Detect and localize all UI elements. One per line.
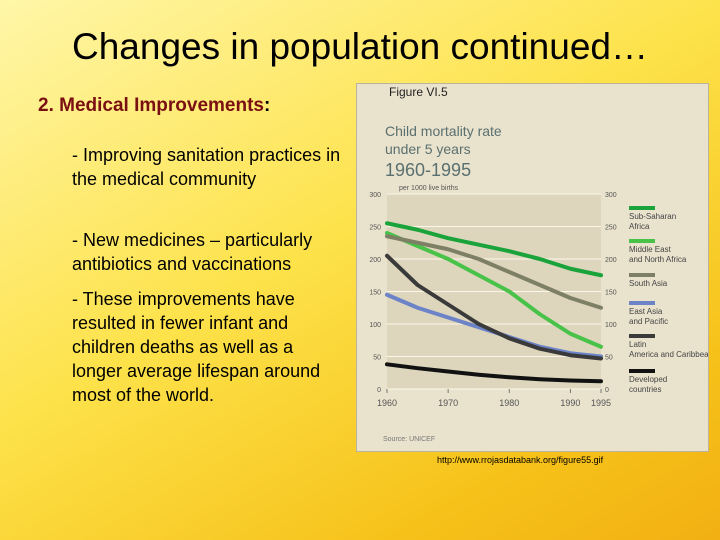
right-tick-label: 150 bbox=[605, 290, 617, 297]
chart-figure: Figure VI.5 Child mortality rate under 5… bbox=[356, 83, 709, 452]
y-tick-label: 0 bbox=[377, 387, 381, 394]
right-tick-label: 300 bbox=[605, 192, 617, 199]
series-line-0 bbox=[385, 221, 603, 278]
section-heading-colon: : bbox=[263, 95, 271, 116]
bullet-sanitation: - Improving sanitation practices in the … bbox=[72, 145, 341, 189]
legend-swatch bbox=[629, 334, 655, 338]
chart-source: Source: UNICEF bbox=[383, 436, 435, 443]
x-tick-label: 1970 bbox=[438, 398, 458, 408]
legend-swatch bbox=[629, 301, 655, 305]
y-tick-label: 200 bbox=[369, 257, 381, 264]
section-heading: 2. Medical Improvements: bbox=[38, 95, 270, 117]
series-line-1 bbox=[385, 231, 603, 349]
right-tick-label: 250 bbox=[605, 225, 617, 232]
series-line-4 bbox=[385, 253, 603, 361]
chart-title: Child mortality rate bbox=[385, 123, 502, 139]
x-tick-label: 1990 bbox=[560, 398, 580, 408]
series-line-5 bbox=[385, 362, 603, 384]
x-tick-label: 1980 bbox=[499, 398, 519, 408]
legend-swatch bbox=[629, 206, 655, 210]
section-heading-text: 2. Medical Improvements bbox=[38, 95, 264, 116]
child-mortality-chart: Figure VI.5 Child mortality rate under 5… bbox=[369, 85, 708, 443]
y-tick-label: 300 bbox=[369, 192, 381, 199]
right-tick-label: 0 bbox=[605, 387, 609, 394]
legend-label: Middle East and North Africa bbox=[629, 245, 687, 264]
chart-ylabel: per 1000 live births bbox=[399, 185, 459, 192]
legend-swatch bbox=[629, 273, 655, 277]
bullet-medicines: - New medicines – particularly antibioti… bbox=[72, 230, 313, 274]
legend-label: Sub-Saharan Africa bbox=[629, 212, 676, 231]
slide-title: Changes in population continued… bbox=[72, 26, 648, 67]
legend-swatch bbox=[629, 369, 655, 373]
bullet-results: - These improvements have resulted in fe… bbox=[72, 289, 321, 405]
y-tick-label: 250 bbox=[369, 225, 381, 232]
legend-label: Latin America and Caribbean bbox=[629, 340, 708, 359]
right-tick-label: 100 bbox=[605, 322, 617, 329]
y-tick-label: 150 bbox=[369, 290, 381, 297]
series-line-2 bbox=[385, 234, 603, 310]
y-tick-label: 100 bbox=[369, 322, 381, 329]
source-url: http://www.rrojasdatabank.org/figure55.g… bbox=[437, 455, 604, 465]
legend-label: South Asia bbox=[629, 279, 668, 288]
x-tick-label: 1960 bbox=[377, 398, 397, 408]
right-tick-label: 200 bbox=[605, 257, 617, 264]
right-tick-label: 50 bbox=[605, 355, 613, 362]
figure-label: Figure VI.5 bbox=[389, 85, 448, 99]
legend-label: Developed countries bbox=[629, 375, 667, 394]
x-tick-label: 1995 bbox=[591, 398, 611, 408]
legend-swatch bbox=[629, 239, 655, 243]
legend-label: East Asia and Pacific bbox=[629, 307, 668, 326]
chart-title-line2: under 5 years bbox=[385, 141, 471, 157]
y-tick-label: 50 bbox=[373, 355, 381, 362]
chart-subtitle: 1960-1995 bbox=[385, 160, 471, 180]
